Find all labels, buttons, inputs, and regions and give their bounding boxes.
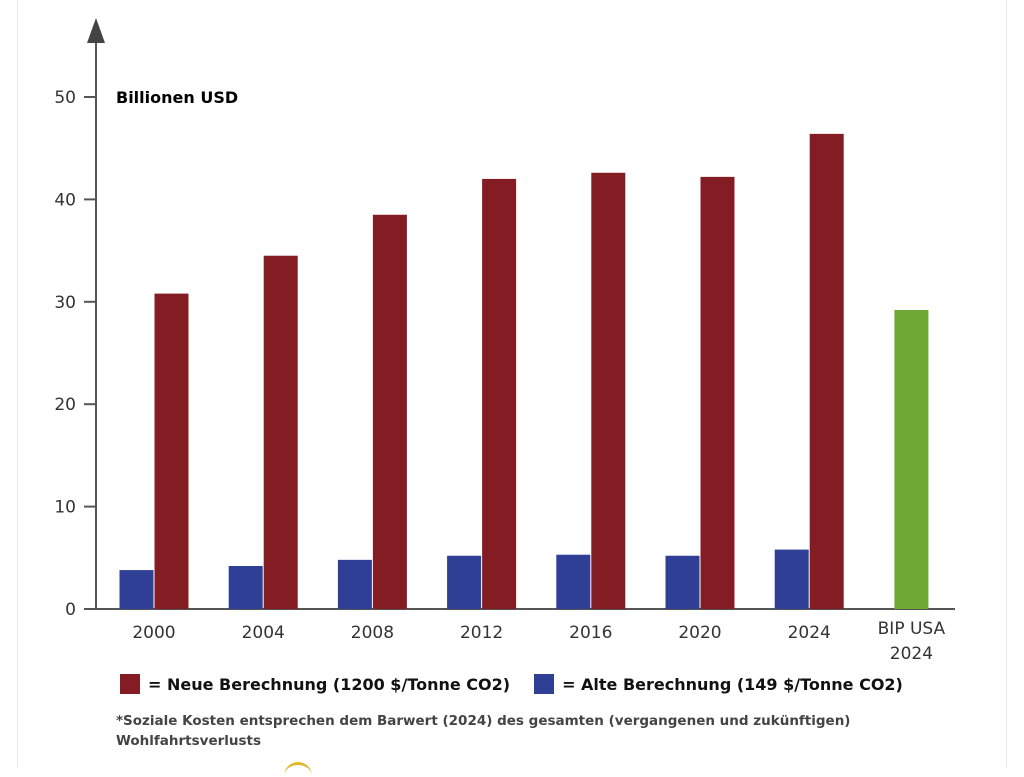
bar-alte-berechnung [665,555,700,609]
bar-bip-usa [894,309,929,609]
bar-neue-berechnung [700,176,735,609]
x-tick-label: 2024 [788,623,831,643]
y-tick-label: 40 [54,190,76,210]
legend-label-new: = Neue Berechnung (1200 $/Tonne CO2) [148,674,511,694]
bar-neue-berechnung [591,172,626,609]
bar-neue-berechnung [482,178,517,610]
bar-alte-berechnung [774,549,809,609]
legend-label-old: = Alte Berechnung (149 $/Tonne CO2) [562,674,903,694]
x-tick-label: 2008 [351,623,394,643]
legend-swatch-new [120,674,140,694]
x-tick-label-bip: 2024 [890,644,933,664]
y-axis-arrow [87,18,105,43]
bar-alte-berechnung [119,570,154,609]
x-tick-label: 2016 [569,623,612,643]
y-tick-label: 10 [54,498,76,518]
x-tick-label: 2012 [460,623,503,643]
y-tick-label: 20 [54,395,76,415]
legend: = Neue Berechnung (1200 $/Tonne CO2) = A… [120,674,903,694]
decorative-arc [284,762,312,777]
x-tick-label: 2004 [242,623,285,643]
legend-item-old: = Alte Berechnung (149 $/Tonne CO2) [534,674,903,694]
bar-neue-berechnung [263,255,298,609]
y-tick-label: 0 [65,600,76,620]
legend-item-new: = Neue Berechnung (1200 $/Tonne CO2) [120,674,510,694]
footnote: *Soziale Kosten entsprechen dem Barwert … [116,713,851,749]
bar-neue-berechnung [809,133,844,609]
legend-swatch-old [534,674,555,694]
y-tick-label: 50 [54,88,76,108]
x-tick-label: 2000 [132,623,175,643]
bar-alte-berechnung [337,559,372,609]
x-tick-label: 2020 [678,623,721,643]
x-tick-label-bip: BIP USA [878,619,946,639]
bar-alte-berechnung [447,555,482,609]
bar-neue-berechnung [372,214,407,609]
bar-chart: 0 10 20 30 40 50 Billionen USD 2000 2004 2008 2012… [54,18,955,664]
bar-alte-berechnung [228,565,263,609]
bar-alte-berechnung [556,554,591,609]
y-tick-label: 30 [54,293,76,313]
bar-neue-berechnung [154,293,189,609]
y-unit-label: Billionen USD [116,88,238,107]
